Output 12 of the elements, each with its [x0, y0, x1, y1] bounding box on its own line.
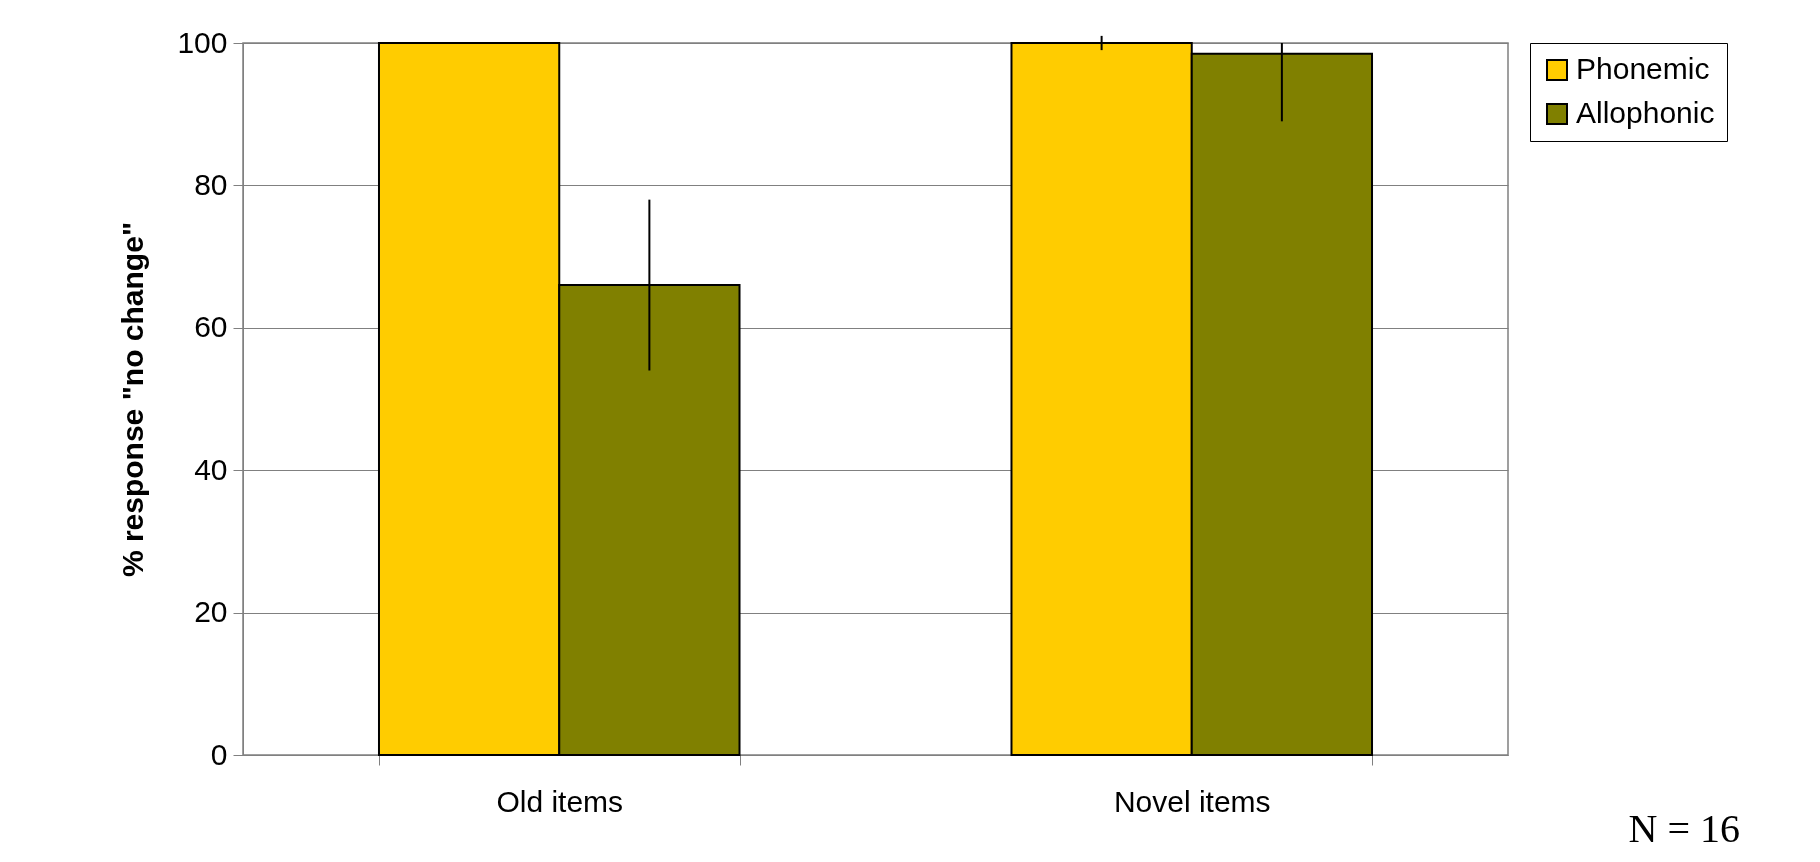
- y-axis-title: % response "no change": [116, 221, 150, 578]
- legend-label: Allophonic: [1576, 96, 1715, 129]
- y-tick-label: 60: [194, 310, 228, 344]
- legend-label: Phonemic: [1576, 52, 1710, 85]
- x-tick-label: Old items: [496, 784, 624, 818]
- y-tick-label: 40: [194, 452, 228, 486]
- y-tick-label: 80: [194, 167, 228, 201]
- text: N = 16: [1628, 805, 1740, 852]
- y-tick-label: 100: [177, 25, 228, 59]
- y-tick-label: 20: [194, 595, 228, 629]
- x-tick-label: Novel items: [1113, 784, 1271, 818]
- y-tick-label: 0: [210, 737, 228, 771]
